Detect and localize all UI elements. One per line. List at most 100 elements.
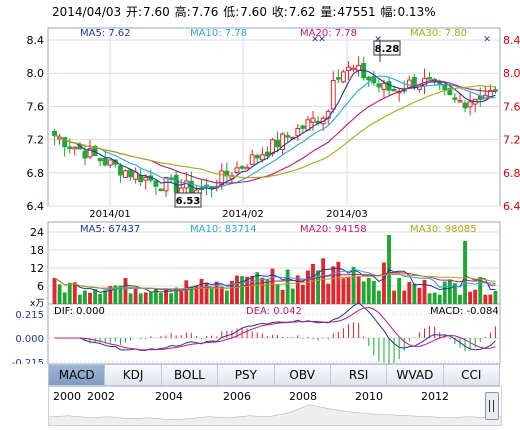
ma-line — [54, 69, 496, 190]
volume-bar — [321, 258, 326, 304]
candle — [335, 77, 341, 80]
date-label: 2014/04/03 — [52, 5, 122, 19]
volume-ma-line — [54, 273, 496, 290]
candle — [447, 88, 453, 96]
candle — [138, 174, 144, 183]
volume-bar — [52, 277, 57, 304]
volume-bar — [442, 281, 447, 304]
volume-bar — [108, 286, 113, 304]
candle — [163, 176, 169, 192]
volume-bar — [351, 266, 356, 304]
volume-bar — [240, 276, 244, 304]
volume-ma-legend: MA30: 98085 — [410, 224, 477, 235]
volume-bar — [468, 291, 473, 304]
volume-bar — [336, 261, 341, 304]
candle — [244, 166, 250, 170]
change-value: 0.13% — [397, 5, 436, 19]
volume-axis-label: 24 — [30, 226, 44, 239]
volume-bar — [412, 283, 417, 304]
volume-bar — [113, 285, 118, 304]
event-marker-icon: ✕ — [483, 35, 491, 45]
candle — [249, 154, 255, 165]
timeline-navigator[interactable]: 2000 2002 2004 2006 2008 2010 2012 — [48, 386, 502, 426]
macd-axis-label: 0.215 — [15, 310, 44, 321]
event-marker-icon: ✕ — [318, 35, 326, 45]
volume-bar — [463, 241, 467, 304]
candle — [123, 170, 128, 178]
volume-bar — [265, 279, 270, 304]
ma-line — [54, 85, 496, 179]
volume-bar — [128, 293, 133, 304]
candle — [376, 83, 382, 88]
candle — [254, 155, 260, 159]
volume-bar — [326, 283, 331, 304]
volume-bar — [483, 294, 488, 304]
volume-value: 47551 — [337, 5, 376, 19]
tab-kdj[interactable]: KDJ — [105, 364, 162, 386]
price-axis-left-label: 7.2 — [27, 134, 45, 147]
tab-psy[interactable]: PSY — [218, 364, 275, 386]
tab-macd[interactable]: MACD — [48, 364, 106, 386]
date-axis-label: 2014/01 — [89, 209, 131, 220]
candle — [427, 77, 433, 80]
price-axis-right-label: 6.4 — [503, 200, 520, 213]
dea-line — [54, 306, 496, 351]
volume-ma-line — [54, 267, 496, 293]
tab-rsi[interactable]: RSI — [330, 364, 388, 386]
volume-bar — [366, 277, 371, 304]
candle — [442, 83, 448, 91]
volume-bar — [194, 285, 199, 304]
volume-bar — [285, 269, 290, 304]
volume-bar — [204, 282, 209, 304]
volume-bar — [179, 289, 184, 304]
volume-bar — [98, 293, 103, 304]
volume-bar — [214, 281, 219, 304]
ma-line — [54, 75, 496, 188]
volume-bar — [346, 276, 351, 304]
volume-bar — [103, 290, 108, 304]
volume-bar — [290, 288, 295, 304]
volume-bar — [300, 284, 305, 304]
volume-axis-label: 18 — [30, 244, 44, 257]
volume-bar — [311, 264, 315, 304]
open-value: 7.60 — [143, 5, 170, 19]
quote-header: 2014/04/03 开:7.60 高:7.76 低:7.60 收:7.62 量… — [52, 5, 436, 19]
volume-bar — [331, 266, 336, 304]
volume-bar — [184, 280, 189, 304]
candle — [153, 180, 159, 187]
volume-bar — [224, 290, 229, 304]
macd-axis-label: 0.000 — [15, 334, 44, 345]
volume-bar — [295, 275, 300, 304]
timeline-year: 2000 — [53, 390, 81, 403]
volume-bar — [235, 275, 239, 304]
volume-bar — [422, 279, 427, 304]
price-ma-legend: MA10: 7.78 — [190, 28, 247, 39]
date-axis-label: 2014/02 — [222, 209, 264, 220]
event-marker-icon: ✕ — [311, 35, 319, 45]
volume-bar — [93, 289, 98, 304]
stock-chart[interactable]: 8.4 8.4 8.0 8.0 7.6 7.6 7.2 7.2 6.8 6.8 6.4 6.4 2014… — [0, 0, 520, 364]
candle — [67, 146, 73, 149]
tab-obv[interactable]: OBV — [274, 364, 331, 386]
tab-cci[interactable]: CCI — [443, 364, 500, 386]
volume-bar — [427, 293, 432, 304]
tab-wvad[interactable]: WVAD — [387, 364, 444, 386]
dif-line — [54, 302, 496, 352]
price-axis-left-label: 7.6 — [27, 100, 45, 113]
volume-bar — [376, 290, 381, 304]
volume-bar — [123, 278, 128, 304]
volume-bar — [189, 286, 194, 304]
candle — [82, 150, 88, 159]
volume-bar — [493, 290, 498, 304]
price-axis-right-label: 8.0 — [503, 67, 520, 80]
tab-boll[interactable]: BOLL — [161, 364, 219, 386]
dea-label: DEA: 0.042 — [246, 306, 302, 317]
volume-ma-line — [54, 269, 496, 292]
volume-bar — [488, 294, 493, 304]
timeline-drag-handle[interactable] — [485, 392, 499, 420]
volume-ma-legend: MA20: 94158 — [300, 224, 367, 235]
candle — [381, 82, 387, 90]
timeline-year: 2010 — [355, 390, 383, 403]
event-marker-icon: ✕ — [374, 35, 382, 45]
volume-ma-legend: MA5: 67437 — [80, 224, 140, 235]
